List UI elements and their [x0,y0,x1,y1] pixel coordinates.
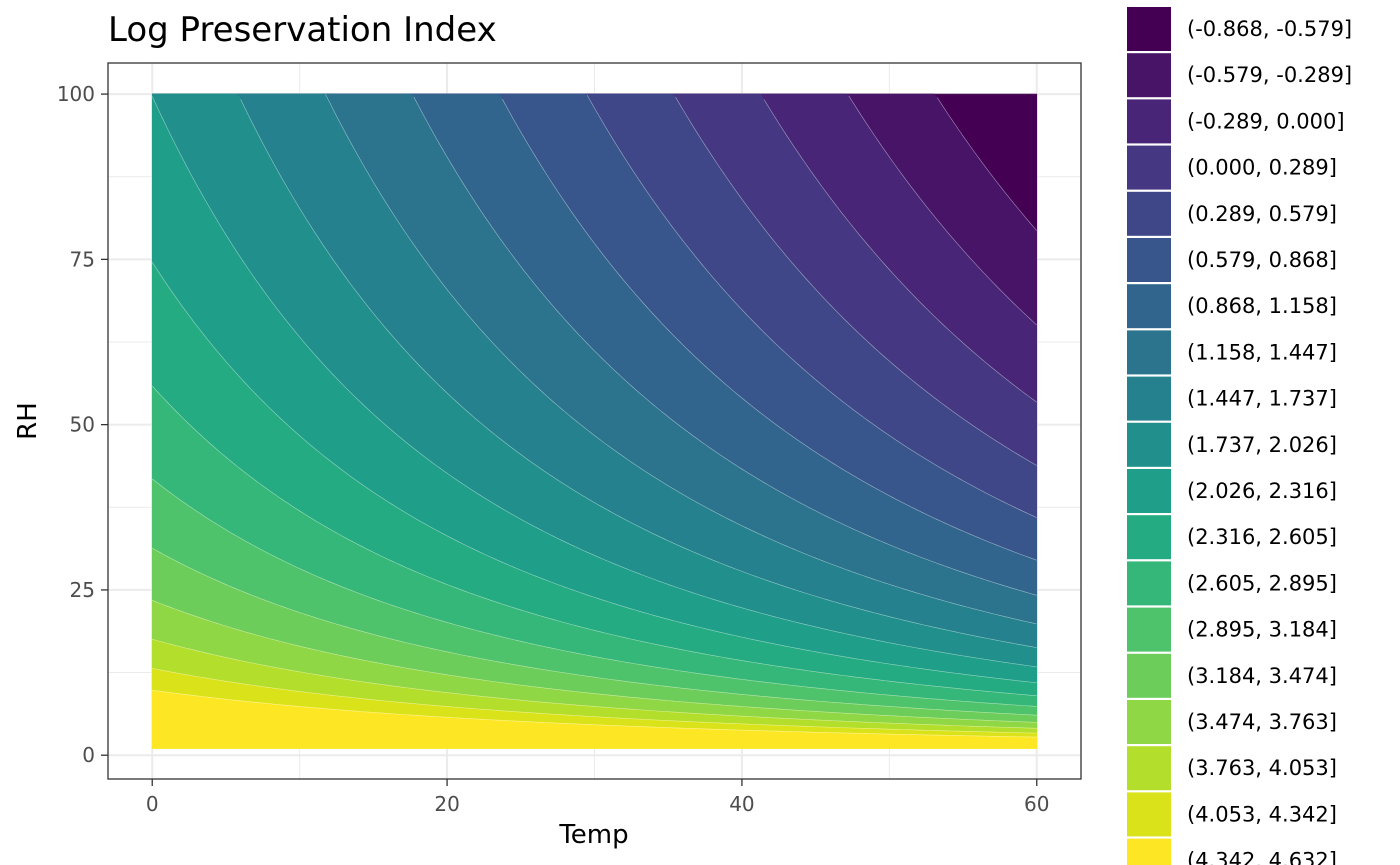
legend-key [1127,7,1171,51]
y-tick-label: 75 [70,247,95,271]
legend-label: (-0.289, 0.000] [1187,109,1345,133]
legend-key [1127,99,1171,144]
x-axis-title: Temp [558,820,628,850]
plot-panel [107,62,1082,780]
legend-label: (2.026, 2.316] [1187,479,1337,503]
legend-key [1127,607,1171,652]
contour-line [151,96,1037,668]
legend-key [1127,746,1171,791]
contour-line [240,99,1037,648]
legend-key [1127,422,1171,467]
legend-label: (-0.579, -0.289] [1187,63,1352,87]
contour-line [502,99,1037,561]
legend: (-0.868, -0.579] (-0.579, -0.289] (-0.289,… [1127,7,1352,865]
contour-line [152,600,1037,723]
y-tick-label: 0 [82,743,95,767]
legend-label: (-0.868, -0.579] [1187,17,1352,41]
panel-border [107,62,1082,780]
contour-line [152,689,1037,738]
legend-label: (2.605, 2.895] [1187,571,1337,595]
chart-title: Log Preservation Index [108,10,497,50]
legend-label: (3.184, 3.474] [1187,664,1337,688]
contour-line [152,478,1037,707]
legend-label: (1.158, 1.447] [1187,340,1337,364]
legend-label: (3.763, 4.053] [1187,756,1337,780]
axes: 0 20 40 60 0 25 50 75 100 [57,82,1050,816]
legend-label: (0.000, 0.289] [1187,156,1337,180]
contour-line [152,638,1037,729]
contour-line [152,385,1037,697]
contour-line [848,95,1037,326]
y-axis-title: RH [13,402,43,440]
legend-key [1127,515,1171,560]
legend-key [1127,561,1171,606]
legend-label: (1.737, 2.026] [1187,433,1337,457]
x-tick-label: 20 [434,792,459,816]
legend-key [1127,238,1171,282]
legend-key [1127,792,1171,837]
legend-label: (2.895, 3.184] [1187,618,1337,642]
legend-label: (0.289, 0.579] [1187,202,1337,226]
contour-line [413,96,1037,596]
x-tick-label: 40 [729,792,754,816]
y-tick-label: 25 [70,578,95,602]
contour-fill [151,93,1038,749]
legend-key [1127,700,1171,744]
legend-key [1127,376,1171,421]
legend-label: (3.474, 3.763] [1187,710,1337,734]
legend-label: (4.342, 4.632] [1187,849,1337,865]
contour-line [763,99,1037,403]
legend-key [1127,653,1171,698]
legend-label: (1.447, 1.737] [1187,387,1337,411]
legend-label: (0.579, 0.868] [1187,248,1337,272]
legend-key [1127,469,1171,513]
contour-line [586,94,1037,518]
x-tick-label: 0 [146,792,159,816]
legend-key [1127,191,1171,236]
legend-key [1127,330,1171,375]
legend-label: (4.053, 4.342] [1187,802,1337,826]
legend-label: (0.868, 1.158] [1187,294,1337,318]
y-tick-label: 100 [57,82,95,106]
contour-line [675,96,1037,466]
legend-key [1127,838,1171,865]
legend-key [1127,145,1171,190]
contour-line [325,94,1037,625]
y-tick-label: 50 [70,413,95,437]
legend-key [1127,53,1171,98]
legend-key [1127,284,1171,329]
contour-line [937,97,1037,231]
contour-line [151,262,1037,684]
legend-label: (2.316, 2.605] [1187,525,1337,549]
contour-line [152,668,1037,734]
x-tick-label: 60 [1024,792,1049,816]
contour-line [152,547,1037,716]
